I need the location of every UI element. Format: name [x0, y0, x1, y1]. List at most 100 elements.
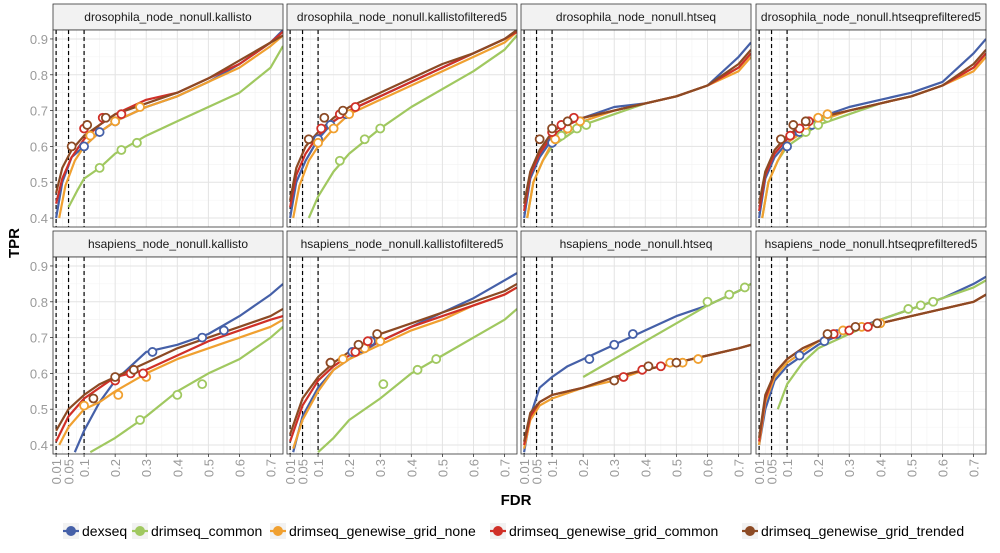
- x-tick-label: 0.5: [435, 459, 450, 477]
- fdr-point-dexseq: [609, 339, 620, 350]
- y-tick-label: 0.9: [30, 32, 48, 47]
- x-tick-label: 0.4: [873, 459, 888, 477]
- facet-panel: hsapiens_node_nonull.htseq 0.010.05 0.1 0.2…: [517, 230, 752, 484]
- legend: dexseq drimseq_common drimseq_genewise_gri…: [63, 523, 964, 539]
- y-tick-label: 0.7: [30, 331, 48, 346]
- series-line-drimseq_genewise_grid_trended: [758, 48, 986, 204]
- fdr-point-dexseq: [147, 347, 158, 357]
- fdr-point-drimseq_common: [135, 415, 145, 425]
- facet-strip: [286, 3, 518, 31]
- fdr-point-drimseq_genewise_grid_trended: [66, 141, 77, 152]
- panel-border: [286, 256, 518, 455]
- legend-item-drimseq_genewise_grid_common: drimseq_genewise_grid_common: [490, 523, 718, 539]
- facet-strip: [755, 230, 987, 258]
- fdr-point-drimseq_common: [915, 300, 926, 311]
- fdr-point-dexseq: [94, 127, 105, 137]
- x-tick-label: 0.01: [752, 459, 767, 484]
- x-tick-label: 0.1: [545, 459, 560, 477]
- facet-panel: drosophila_node_nonull.htseqprefiltered5: [755, 3, 987, 228]
- series-line-drimseq_genewise_grid_common: [55, 30, 283, 204]
- y-tick-label: 0.6: [30, 139, 48, 154]
- x-tick-label: 0.6: [935, 459, 950, 477]
- fdr-point-drimseq_genewise_grid_trended: [850, 321, 861, 332]
- series-group: [289, 30, 517, 219]
- fdr-point-drimseq_genewise_grid_common: [655, 361, 666, 372]
- fdr-point-drimseq_genewise_grid_common: [785, 130, 796, 141]
- fdr-point-drimseq_common: [359, 134, 370, 145]
- series-group: [758, 38, 986, 219]
- fdr-point-drimseq_common: [702, 296, 713, 307]
- facet-strip: [520, 230, 752, 258]
- x-tick-label: 0.5: [904, 459, 919, 477]
- x-tick-label: 0.6: [700, 459, 715, 477]
- fdr-point-drimseq_genewise_grid_trended: [800, 116, 811, 127]
- facet-strip: [52, 230, 284, 258]
- x-tick-label: 0.1: [77, 459, 92, 477]
- legend-label: dexseq: [82, 523, 127, 539]
- fdr-point-drimseq_genewise_grid_none: [135, 102, 145, 112]
- facet-panel: drosophila_node_nonull.kallisto 0.4 0.5 0.6…: [30, 3, 284, 228]
- x-tick-label: 0.3: [373, 459, 388, 477]
- panel-border: [520, 29, 752, 228]
- series-line-drimseq_genewise_grid_trended: [55, 34, 283, 194]
- fdr-point-drimseq_genewise_grid_none: [79, 400, 89, 411]
- fdr-point-drimseq_genewise_grid_trended: [775, 134, 786, 145]
- fdr-point-drimseq_genewise_grid_trended: [325, 357, 336, 368]
- fdr-point-drimseq_genewise_grid_common: [618, 372, 629, 382]
- series-line-drimseq_common: [582, 282, 751, 378]
- x-tick-label: 0.1: [311, 459, 326, 477]
- facet-strip: [755, 3, 987, 31]
- fdr-point-drimseq_genewise_grid_none: [328, 123, 339, 134]
- fdr-point-drimseq_common: [928, 296, 939, 307]
- fdr-point-drimseq_genewise_grid_trended: [110, 372, 121, 382]
- fdr-point-drimseq_common: [375, 123, 386, 134]
- series-group: [289, 272, 517, 454]
- panel-border: [520, 256, 752, 455]
- x-tick-label: 0.01: [283, 459, 298, 484]
- x-tick-label: 0.3: [139, 459, 154, 477]
- x-tick-label: 0.7: [732, 459, 747, 477]
- fdr-point-drimseq_genewise_grid_trended: [353, 339, 364, 350]
- fdr-point-drimseq_genewise_grid_trended: [338, 105, 348, 116]
- facet-panel: hsapiens_node_nonull.htseqprefiltered5 0.…: [752, 230, 987, 484]
- fdr-point-drimseq_genewise_grid_trended: [303, 134, 314, 145]
- fdr-point-drimseq_genewise_grid_common: [316, 123, 327, 134]
- legend-label: drimseq_genewise_grid_common: [509, 523, 718, 539]
- y-tick-label: 0.5: [30, 402, 48, 417]
- x-tick-label: 0.7: [967, 459, 982, 477]
- facet-title: hsapiens_node_nonull.kallistofiltered5: [301, 237, 504, 251]
- x-tick-label: 0.6: [232, 459, 247, 477]
- facet-title: hsapiens_node_nonull.htseq: [560, 237, 713, 251]
- facet-title: drosophila_node_nonull.htseq: [556, 10, 716, 24]
- x-tick-label: 0.2: [108, 459, 123, 477]
- x-tick-label: 0.7: [264, 459, 279, 477]
- facet-panel: drosophila_node_nonull.kallistofiltered5: [286, 3, 518, 228]
- fdr-point-drimseq_common: [172, 389, 183, 400]
- fdr-point-drimseq_genewise_grid_trended: [788, 120, 799, 130]
- series-line-drimseq_genewise_grid_trended: [55, 307, 283, 432]
- x-tick-label: 0.7: [498, 459, 513, 477]
- fdr-point-drimseq_genewise_grid_trended: [872, 318, 883, 329]
- fdr-point-dexseq: [197, 332, 208, 343]
- panel-border: [52, 256, 284, 455]
- fdr-point-drimseq_genewise_grid_none: [85, 130, 96, 141]
- panel-border: [52, 29, 284, 228]
- fdr-point-drimseq_genewise_grid_trended: [88, 393, 99, 404]
- x-axis-title: FDR: [501, 492, 532, 509]
- fdr-point-drimseq_common: [116, 145, 127, 155]
- series-group: [55, 30, 283, 219]
- y-tick-label: 0.4: [30, 438, 48, 453]
- x-tick-label: 0.2: [342, 459, 357, 477]
- facet-panel: hsapiens_node_nonull.kallisto 0.4 0.5 0.6 0.…: [30, 230, 284, 484]
- facet-title: drosophila_node_nonull.kallisto: [84, 10, 252, 24]
- series-group: [523, 282, 751, 453]
- fdr-point-drimseq_genewise_grid_trended: [671, 357, 682, 368]
- panel-border: [286, 29, 518, 228]
- series-line-drimseq_common: [307, 34, 517, 219]
- y-tick-label: 0.6: [30, 366, 48, 381]
- series-line-drimseq_common: [89, 325, 283, 454]
- fdr-point-drimseq_genewise_grid_common: [362, 336, 373, 347]
- fdr-point-dexseq: [782, 141, 792, 152]
- fdr-point-drimseq_genewise_grid_trended: [547, 123, 557, 134]
